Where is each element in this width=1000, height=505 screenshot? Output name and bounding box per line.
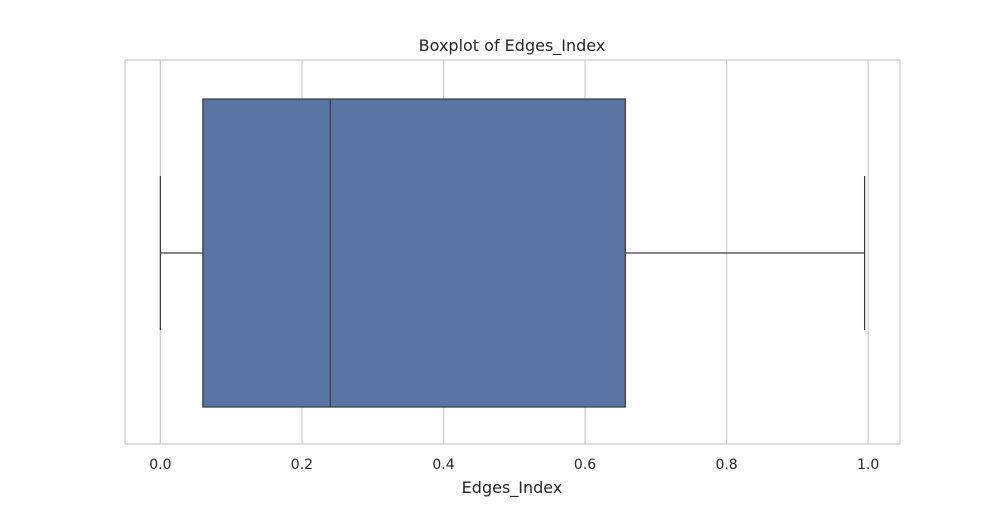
iqr-box: [202, 98, 627, 408]
x-tick-label: 0.0: [149, 457, 171, 473]
x-tick-label: 0.8: [715, 457, 737, 473]
box-layer: [159, 98, 866, 408]
x-tick-label: 0.6: [574, 457, 596, 473]
x-tick-label: 1.0: [857, 457, 879, 473]
plot-frame: [124, 59, 901, 445]
chart-title: Boxplot of Edges_Index: [419, 36, 606, 56]
x-tick-labels: 0.0 0.2 0.4 0.6 0.8 1.0: [149, 457, 879, 473]
x-axis-label: Edges_Index: [462, 478, 563, 498]
x-tick-label: 0.4: [432, 457, 454, 473]
x-tick-label: 0.2: [291, 457, 313, 473]
